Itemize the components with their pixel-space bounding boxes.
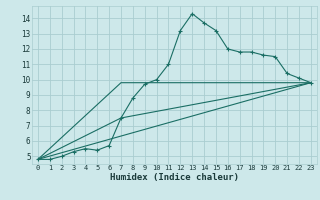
- X-axis label: Humidex (Indice chaleur): Humidex (Indice chaleur): [110, 173, 239, 182]
